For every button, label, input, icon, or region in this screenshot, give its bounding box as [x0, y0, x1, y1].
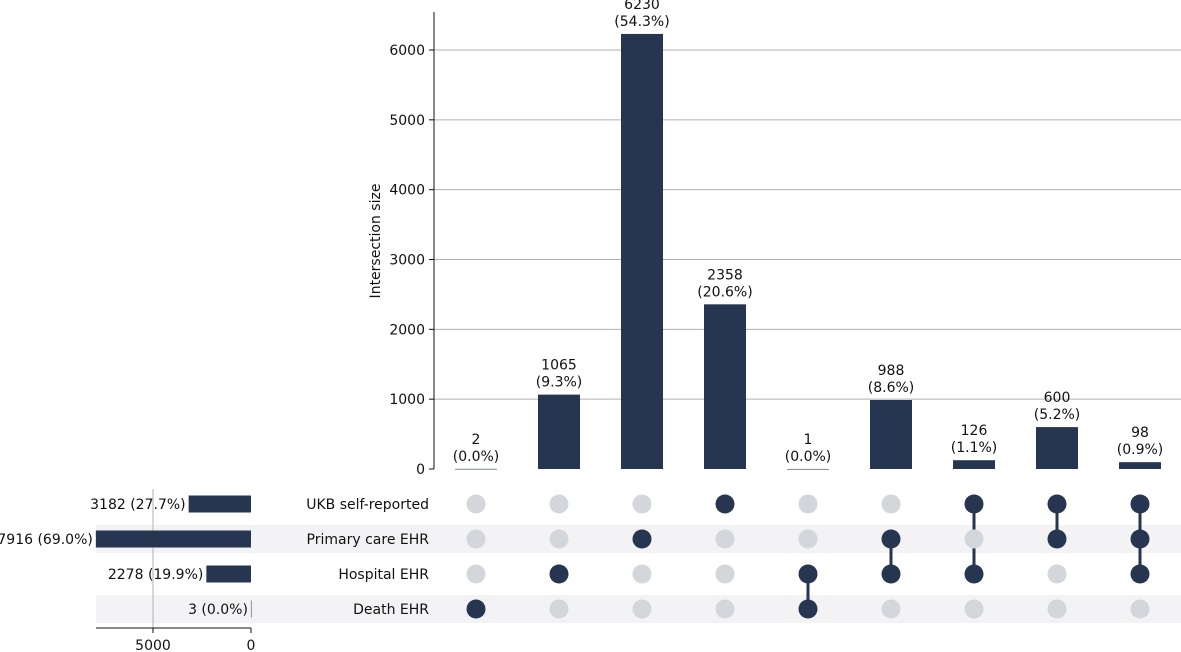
set-name-label: UKB self-reported	[306, 497, 429, 513]
matrix-dot-inactive	[632, 599, 652, 619]
intersection-bar	[621, 33, 663, 470]
bar-value-label: 600	[1044, 390, 1071, 406]
matrix-dot-inactive	[1130, 599, 1150, 619]
y-axis-label: Intersection size	[368, 184, 384, 299]
set-name-label: Death EHR	[353, 602, 429, 618]
set-name-label: Hospital EHR	[338, 567, 429, 583]
bar-percent-label: (9.3%)	[536, 375, 583, 391]
bar-percent-label: (0.0%)	[785, 449, 832, 465]
set-size-bar	[250, 600, 252, 618]
matrix-dot-inactive	[715, 529, 735, 549]
matrix-dot-inactive	[715, 564, 735, 584]
matrix-dot-active	[715, 494, 735, 514]
bar-percent-label: (54.3%)	[614, 14, 669, 30]
matrix-dot-inactive	[549, 529, 569, 549]
set-size-label: 7916 (69.0%)	[0, 532, 93, 548]
intersection-bar	[953, 460, 995, 469]
set-size-label: 3 (0.0%)	[188, 602, 248, 618]
intersection-bar	[787, 468, 829, 470]
matrix-dot-inactive	[1047, 599, 1067, 619]
set-size-bar	[206, 565, 251, 583]
bar-value-label: 1065	[541, 358, 577, 374]
intersection-bar	[870, 400, 912, 469]
matrix-dot-inactive	[466, 529, 486, 549]
matrix-dot-inactive	[964, 599, 984, 619]
bar-value-label: 126	[961, 423, 988, 439]
matrix-dot-inactive	[549, 599, 569, 619]
matrix-dot-inactive	[881, 599, 901, 619]
bar-percent-label: (20.6%)	[697, 284, 752, 300]
matrix-dot-active	[964, 564, 984, 584]
y-tick-label: 0	[416, 462, 425, 478]
intersection-bar	[1036, 427, 1078, 469]
matrix-dot-inactive	[715, 599, 735, 619]
intersection-bar	[455, 468, 497, 470]
matrix-dot-inactive	[632, 494, 652, 514]
matrix-dot-active	[798, 564, 818, 584]
bar-percent-label: (8.6%)	[868, 380, 915, 396]
matrix-dot-inactive	[1047, 564, 1067, 584]
y-tick-label: 2000	[389, 322, 425, 338]
matrix-dot-active	[632, 529, 652, 549]
y-tick-label: 6000	[389, 43, 425, 59]
matrix-dot-inactive	[466, 564, 486, 584]
matrix-dot-active	[881, 564, 901, 584]
matrix-dot-inactive	[549, 494, 569, 514]
intersection-bar	[704, 304, 746, 469]
matrix-dot-inactive	[798, 494, 818, 514]
set-size-tick-label: 0	[247, 638, 256, 652]
set-name-label: Primary care EHR	[307, 532, 430, 548]
matrix-dot-active	[1130, 564, 1150, 584]
set-size-bar	[188, 495, 251, 513]
matrix-dot-active	[964, 494, 984, 514]
set-size-label: 2278 (19.9%)	[108, 567, 203, 583]
matrix-dot-inactive	[798, 529, 818, 549]
bar-value-label: 988	[878, 363, 905, 379]
y-tick-label: 4000	[389, 183, 425, 199]
bar-value-label: 2358	[707, 267, 743, 283]
bar-percent-label: (0.0%)	[453, 449, 500, 465]
bar-percent-label: (5.2%)	[1034, 407, 1081, 423]
matrix-dot-active	[798, 599, 818, 619]
bar-value-label: 2	[472, 432, 481, 448]
intersection-bar	[538, 394, 580, 469]
bar-value-label: 6230	[624, 0, 660, 13]
matrix-dot-inactive	[466, 494, 486, 514]
y-tick-label: 3000	[389, 253, 425, 269]
matrix-dot-inactive	[964, 529, 984, 549]
matrix-dot-active	[1130, 494, 1150, 514]
set-size-tick-label: 5000	[135, 638, 171, 652]
bar-value-label: 98	[1131, 425, 1149, 441]
bar-percent-label: (0.9%)	[1117, 442, 1164, 458]
set-size-bar	[95, 530, 251, 548]
intersection-bar	[1119, 462, 1161, 469]
matrix-dot-active	[1047, 529, 1067, 549]
matrix-dot-active	[1130, 529, 1150, 549]
matrix-dot-active	[549, 564, 569, 584]
matrix-dot-inactive	[881, 494, 901, 514]
bar-value-label: 1	[804, 432, 813, 448]
matrix-dot-inactive	[632, 564, 652, 584]
y-tick-label: 1000	[389, 392, 425, 408]
bar-percent-label: (1.1%)	[951, 440, 998, 456]
matrix-dot-active	[466, 599, 486, 619]
matrix-dot-active	[1047, 494, 1067, 514]
matrix-dot-active	[881, 529, 901, 549]
set-size-label: 3182 (27.7%)	[90, 497, 185, 513]
y-tick-label: 5000	[389, 113, 425, 129]
